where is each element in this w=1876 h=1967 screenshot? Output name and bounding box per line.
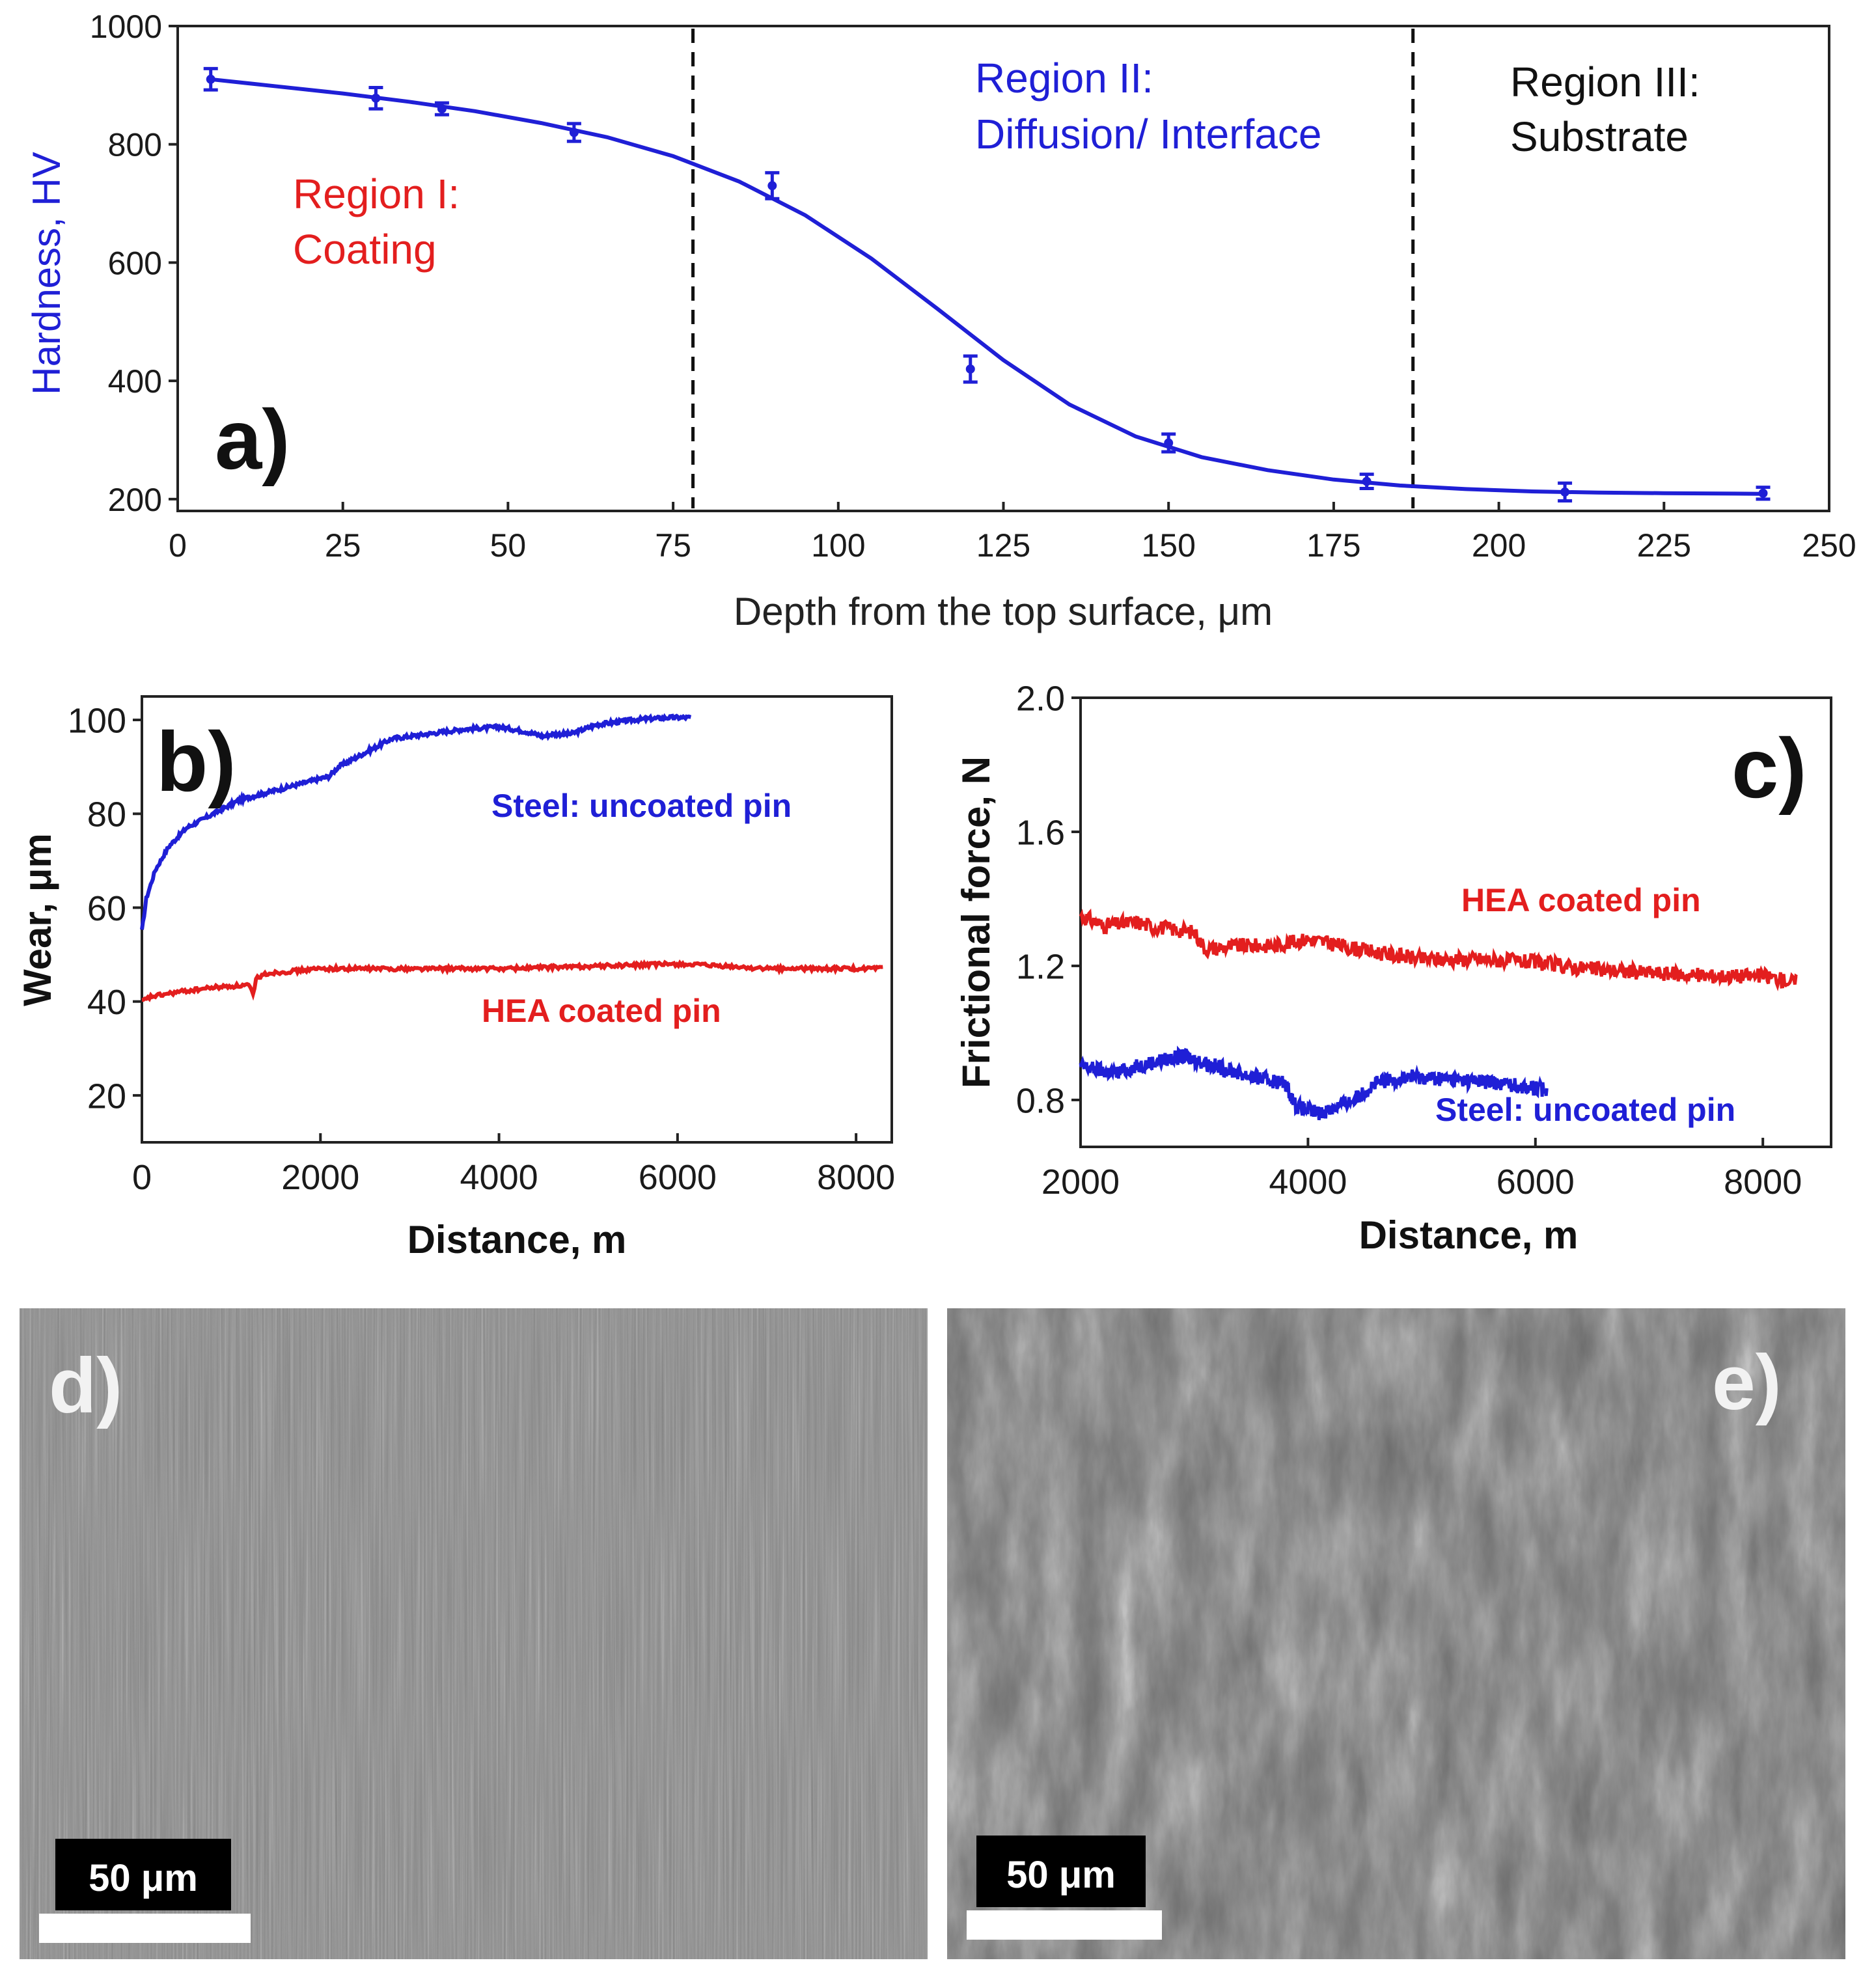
- x-tick-label: 8000: [1724, 1162, 1802, 1202]
- friction-series-hea: [1079, 908, 1798, 992]
- panel-b-wear-chart: 0 2000 4000 6000 8000 20 40 60 80 100 b) Steel: …: [16, 695, 895, 1261]
- y-tick-label: 400: [108, 363, 162, 400]
- hardness-data-point: [1161, 432, 1176, 454]
- panel-a-xlabel: Depth from the top surface, μm: [734, 590, 1273, 633]
- hardness-data-point: [566, 122, 581, 143]
- friction-legend-steel: Steel: uncoated pin: [1435, 1092, 1735, 1128]
- hardness-fit-curve: [210, 77, 1763, 496]
- x-tick-label: 6000: [1497, 1162, 1575, 1202]
- x-tick-label: 25: [325, 527, 361, 564]
- panel-a-label: a): [215, 392, 290, 487]
- panel-a-ylabel: Hardness, HV: [25, 152, 68, 394]
- y-tick-label: 1.2: [1016, 947, 1065, 986]
- panel-d-scale-bar: [39, 1914, 251, 1943]
- hardness-data-point: [368, 85, 383, 111]
- region-3-label-line2: Substrate: [1510, 113, 1689, 160]
- wear-legend-hea: HEA coated pin: [482, 993, 721, 1029]
- x-tick-label: 75: [655, 527, 691, 564]
- hardness-data-point: [1756, 486, 1771, 501]
- x-tick-label: 4000: [1269, 1162, 1347, 1202]
- x-tick-label: 0: [169, 527, 187, 564]
- region-1-label-line1: Region I:: [293, 171, 460, 217]
- x-tick-label: 250: [1802, 527, 1856, 564]
- y-tick-label: 1000: [90, 8, 162, 45]
- panel-b-ylabel: Wear, μm: [16, 833, 59, 1006]
- x-tick-label: 200: [1472, 527, 1526, 564]
- x-tick-label: 8000: [817, 1158, 895, 1197]
- hardness-data-point: [1558, 481, 1573, 503]
- hardness-data-point: [765, 171, 780, 200]
- panel-c-ylabel: Frictional force, N: [954, 756, 998, 1088]
- wear-legend-steel: Steel: uncoated pin: [491, 788, 792, 824]
- y-tick-label: 2.0: [1016, 679, 1065, 718]
- panel-b-xlabel: Distance, m: [407, 1218, 627, 1261]
- hardness-data-point: [203, 66, 218, 92]
- hardness-data-point: [434, 101, 449, 117]
- panel-b-frame: [141, 695, 893, 1144]
- panel-c-frame: [1079, 696, 1832, 1148]
- region-3-label-line1: Region III:: [1510, 59, 1700, 105]
- y-tick-label: 1.6: [1016, 813, 1065, 852]
- x-tick-label: 100: [811, 527, 865, 564]
- panel-d-sem-image: d) 50 μm: [20, 1308, 928, 1959]
- panel-a-hardness-chart: 0 25 50 75 100 125 150 175 200 225 250 200 400 600 80…: [25, 8, 1856, 633]
- region-2-label-line2: Diffusion/ Interface: [975, 111, 1321, 158]
- wear-series-steel: [140, 713, 692, 930]
- panel-e-scale-box: [976, 1836, 1146, 1907]
- panel-c-label: c): [1731, 721, 1807, 816]
- panel-d-scale-text: 50 μm: [89, 1857, 198, 1899]
- y-tick-label: 600: [108, 245, 162, 281]
- x-tick-label: 150: [1141, 527, 1195, 564]
- friction-series-steel: [1079, 1045, 1549, 1121]
- x-tick-label: 225: [1637, 527, 1691, 564]
- y-tick-label: 40: [87, 983, 126, 1022]
- x-tick-label: 125: [976, 527, 1030, 564]
- hardness-data-point: [963, 354, 978, 384]
- x-tick-label: 50: [490, 527, 527, 564]
- panel-d-label: d): [49, 1342, 122, 1429]
- x-tick-label: 2000: [281, 1158, 359, 1197]
- region-2-label-line1: Region II:: [975, 55, 1153, 102]
- panel-c-friction-chart: 2000 4000 6000 8000 0.8 1.2 1.6 2.0 c) HEA coa…: [954, 679, 1832, 1257]
- y-tick-label: 20: [87, 1077, 126, 1116]
- panel-e-label: e): [1712, 1339, 1782, 1426]
- friction-legend-hea: HEA coated pin: [1461, 882, 1701, 918]
- panel-d-scale-box: [55, 1839, 231, 1910]
- hardness-data-point: [1359, 473, 1374, 490]
- y-tick-label: 200: [108, 482, 162, 518]
- y-tick-label: 800: [108, 127, 162, 163]
- x-tick-label: 4000: [460, 1158, 538, 1197]
- x-tick-label: 6000: [639, 1158, 717, 1197]
- x-tick-label: 0: [132, 1158, 152, 1197]
- panel-e-scale-text: 50 μm: [1006, 1854, 1116, 1896]
- y-tick-label: 100: [68, 701, 126, 740]
- panel-c-xlabel: Distance, m: [1359, 1213, 1579, 1257]
- y-tick-label: 80: [87, 795, 126, 834]
- panel-e-scale-bar: [967, 1910, 1162, 1940]
- region-1-label-line2: Coating: [293, 226, 437, 273]
- x-tick-label: 2000: [1041, 1162, 1120, 1202]
- wear-series-hea: [141, 959, 883, 1002]
- y-tick-label: 60: [87, 889, 126, 928]
- x-tick-label: 175: [1306, 527, 1360, 564]
- y-tick-label: 0.8: [1016, 1081, 1065, 1120]
- panel-e-sem-image: e) 50 μm: [947, 1308, 1845, 1959]
- panel-b-label: b): [156, 714, 236, 809]
